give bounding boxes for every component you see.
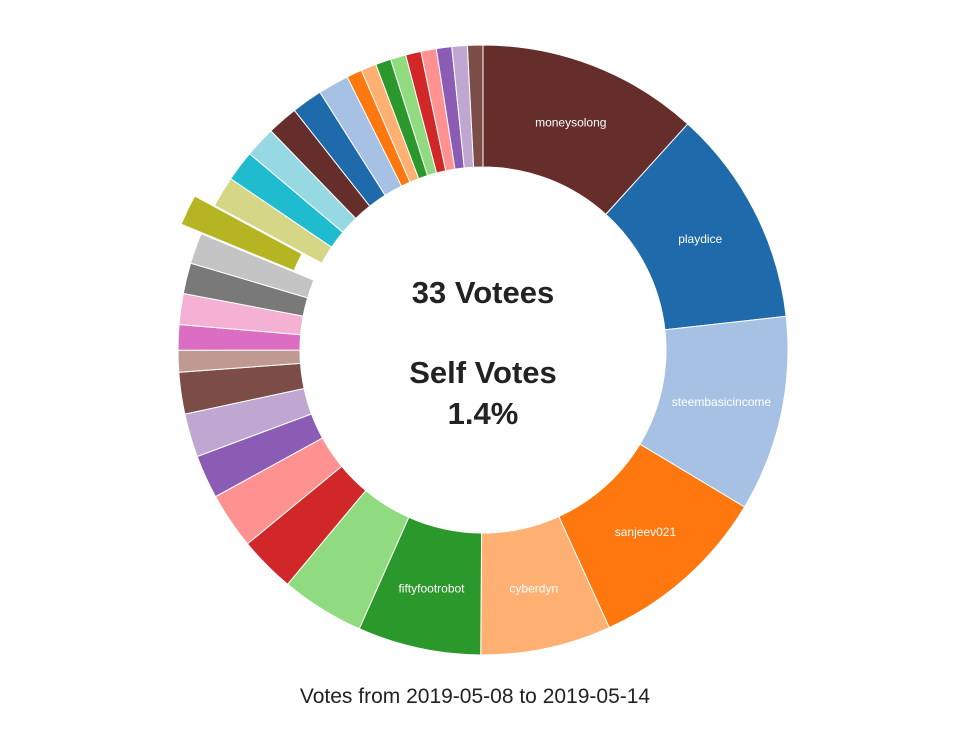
slices-group: [177, 44, 789, 656]
slice-label-sanjeev021: sanjeev021: [615, 525, 677, 539]
slice-label-fiftyfootrobot: fiftyfootrobot: [398, 582, 465, 596]
pie-slice-16[interactable]: [190, 233, 315, 299]
pie-slice-17[interactable]: [180, 195, 303, 272]
slice-labels-group: moneysolong playdice steembasicincome sanje…: [398, 115, 771, 595]
date-range-caption: Votes from 2019-05-08 to 2019-05-14: [300, 685, 651, 708]
self-votes-label: Self Votes: [409, 355, 557, 390]
self-votes-value: 1.4%: [448, 396, 519, 431]
slice-label-steembasicincome: steembasicincome: [672, 395, 772, 409]
slice-label-cyberdyn: cyberdyn: [509, 582, 558, 596]
slice-label-moneysolong: moneysolong: [535, 115, 606, 129]
slice-label-playdice: playdice: [678, 232, 722, 246]
pie-slice-32[interactable]: [466, 44, 484, 168]
votees-count-label: 33 Votees: [412, 275, 554, 310]
